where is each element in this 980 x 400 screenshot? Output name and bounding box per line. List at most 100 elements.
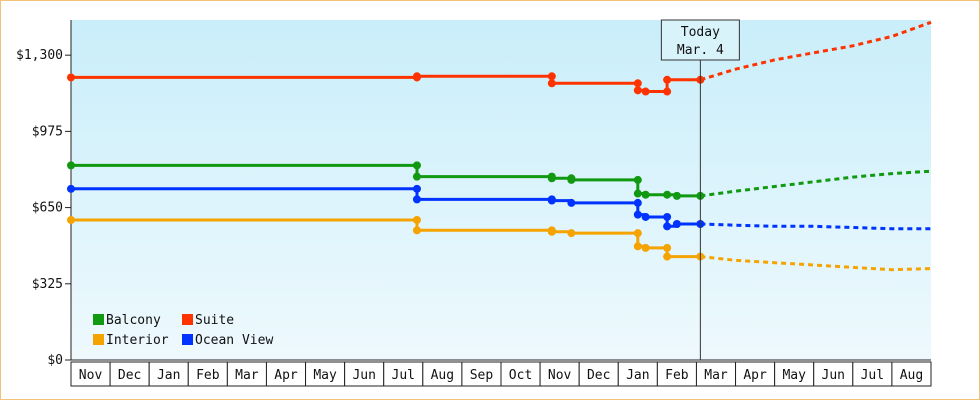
series-point [663, 87, 672, 96]
month-label: Dec [587, 368, 610, 383]
month-label: Aug [900, 368, 923, 383]
month-label: Jun [352, 368, 375, 383]
series-point [547, 196, 556, 205]
series-point [412, 161, 421, 170]
series-point [663, 252, 672, 261]
month-cell [148, 361, 189, 387]
month-label: Aug [431, 368, 454, 383]
series-forecast-line [700, 222, 931, 231]
month-cell [109, 361, 150, 387]
legend: Balcony Suite Interior Ocean View [93, 313, 273, 348]
today-marker: Today Mar. 4 [660, 19, 740, 360]
month-cell [265, 361, 307, 387]
y-tick-label: $0 [47, 353, 63, 368]
month-label: Oct [509, 368, 532, 383]
month-label: Feb [665, 368, 689, 383]
month-cell [735, 361, 776, 387]
legend-swatch [182, 334, 193, 345]
series-point [547, 174, 556, 183]
series-point [663, 75, 672, 84]
series-point [547, 227, 556, 236]
series-point [663, 243, 672, 252]
month-label: Mar [235, 368, 259, 383]
month-label: Jan [626, 368, 649, 383]
month-cell [344, 361, 385, 387]
legend-label: Ocean View [195, 333, 273, 348]
month-label: Nov [79, 368, 103, 383]
y-tick-label: $650 [32, 201, 63, 216]
series-point [412, 226, 421, 235]
month-cell [305, 361, 346, 387]
series-point [67, 73, 75, 82]
month-cell [695, 361, 737, 387]
today-box [660, 19, 740, 61]
month-cell [617, 361, 658, 387]
series-point [567, 175, 576, 184]
series-point [641, 190, 650, 199]
legend-label: Balcony [106, 313, 161, 328]
month-label: Jul [861, 368, 884, 383]
series-point [567, 229, 576, 238]
month-label: Jul [392, 368, 415, 383]
month-label: Feb [196, 368, 220, 383]
month-cell [578, 361, 619, 387]
series-layer [67, 20, 932, 272]
month-cell [187, 361, 228, 387]
x-axis: Nov Dec Jan Feb Mar Apr May Jun Jul Aug Sep Oct Nov D… [70, 359, 932, 387]
month-cell [383, 361, 424, 387]
series-line [71, 187, 701, 228]
series-point [547, 79, 556, 88]
legend-label: Suite [195, 313, 234, 328]
series-point [67, 184, 75, 193]
series-point [663, 222, 672, 231]
series-point [633, 210, 642, 219]
series-point [641, 243, 650, 252]
series-point [67, 216, 75, 225]
today-label: Today [681, 25, 720, 40]
series-point [547, 72, 556, 81]
legend-swatch [93, 314, 104, 325]
series-point [412, 172, 421, 181]
series-point [67, 161, 75, 170]
month-cell [656, 361, 697, 387]
y-tick-label: $975 [32, 124, 63, 139]
series-point [672, 220, 681, 228]
series-point [663, 212, 672, 221]
y-axis: $0 $325 $650 $975 $1,300 [16, 20, 72, 368]
month-label: Jun [822, 368, 845, 383]
legend-swatch [182, 314, 193, 325]
series-forecast-line [700, 169, 932, 198]
series-point [633, 229, 642, 238]
series-point [633, 198, 642, 207]
series-point [641, 212, 650, 221]
series-point [663, 190, 672, 199]
series-point [633, 189, 642, 198]
month-label: Mar [704, 368, 728, 383]
series-point [412, 72, 421, 81]
month-label: Apr [274, 368, 298, 383]
month-cell [774, 361, 815, 387]
month-label: Nov [548, 368, 572, 383]
series-point [633, 242, 642, 251]
month-label: Dec [118, 368, 141, 383]
series-point [641, 87, 650, 96]
month-label: Jan [157, 368, 180, 383]
legend-label: Interior [106, 333, 169, 348]
series-point [633, 175, 642, 184]
month-cell [70, 361, 111, 387]
month-cell [891, 361, 932, 387]
series-point [412, 195, 421, 204]
month-label: Sep [470, 368, 494, 383]
month-label: May [313, 368, 337, 383]
series-point [672, 191, 681, 200]
y-tick-label: $325 [32, 277, 63, 292]
month-label: Apr [743, 368, 767, 383]
series-point [633, 79, 642, 88]
series-point [412, 216, 421, 225]
month-cell [226, 361, 267, 387]
today-date: Mar. 4 [677, 43, 724, 58]
month-cell [539, 361, 580, 387]
series-forecast-line [699, 20, 932, 82]
month-cell [422, 361, 463, 387]
